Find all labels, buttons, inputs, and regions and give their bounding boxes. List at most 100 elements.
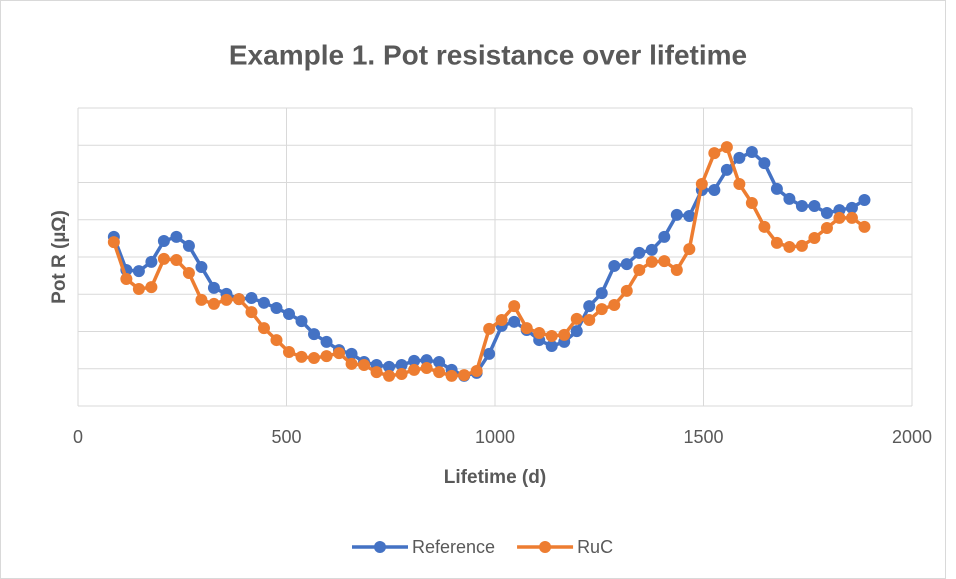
data-point	[770, 182, 783, 195]
data-point	[170, 253, 183, 266]
data-point	[383, 360, 396, 373]
data-point	[770, 236, 783, 249]
data-point	[195, 261, 208, 274]
data-point	[583, 300, 596, 313]
data-point	[320, 335, 333, 348]
data-point	[620, 258, 633, 271]
data-point	[508, 315, 521, 328]
data-point	[545, 340, 558, 353]
data-point	[733, 177, 746, 190]
data-point	[232, 293, 245, 306]
data-point	[795, 239, 808, 252]
data-point	[670, 208, 683, 221]
data-point	[132, 283, 145, 296]
data-point	[295, 350, 308, 363]
data-point	[570, 325, 583, 338]
data-point	[520, 322, 533, 335]
data-point	[257, 296, 270, 309]
data-point	[408, 354, 421, 367]
data-point	[157, 234, 170, 247]
data-point	[207, 281, 220, 294]
data-point	[658, 255, 671, 268]
x-tick-label: 1500	[683, 427, 723, 447]
data-point	[270, 334, 283, 347]
data-point	[483, 322, 496, 335]
data-point	[308, 328, 321, 341]
data-point	[758, 220, 771, 233]
data-point	[808, 232, 821, 245]
data-point	[720, 141, 733, 154]
data-point	[420, 362, 433, 375]
legend-label: RuC	[577, 537, 613, 557]
data-point	[107, 236, 120, 249]
data-point	[608, 259, 621, 272]
data-point	[683, 210, 696, 223]
x-tick-label: 0	[73, 427, 83, 447]
data-point	[145, 255, 158, 268]
data-point	[658, 230, 671, 243]
data-point	[633, 246, 646, 259]
data-point	[508, 300, 521, 313]
x-tick-label: 2000	[892, 427, 932, 447]
data-point	[395, 367, 408, 380]
data-point	[558, 328, 571, 341]
data-point	[345, 357, 358, 370]
data-point	[283, 345, 296, 358]
data-point	[708, 147, 721, 160]
data-point	[308, 351, 321, 364]
data-point	[845, 211, 858, 224]
data-point	[333, 347, 346, 360]
data-point	[745, 145, 758, 158]
data-point	[358, 359, 371, 372]
data-point	[383, 369, 396, 382]
data-point	[270, 302, 283, 315]
legend-marker	[539, 541, 552, 553]
data-point	[245, 291, 258, 304]
data-point	[295, 315, 308, 328]
data-point	[170, 230, 183, 243]
data-point	[182, 239, 195, 252]
data-point	[433, 356, 446, 369]
data-point	[783, 240, 796, 253]
data-point	[683, 243, 696, 256]
data-point	[858, 220, 871, 233]
data-point	[570, 312, 583, 325]
data-point	[595, 287, 608, 300]
data-point	[157, 252, 170, 265]
data-point	[720, 163, 733, 176]
data-point	[645, 255, 658, 268]
data-point	[820, 207, 833, 220]
x-tick-label: 1000	[475, 427, 515, 447]
data-point	[120, 272, 133, 285]
data-point	[783, 192, 796, 205]
data-point	[833, 211, 846, 224]
data-point	[583, 313, 596, 326]
data-point	[132, 265, 145, 278]
y-axis-label: Pot R (µΩ)	[49, 210, 70, 304]
legend-label: Reference	[412, 537, 495, 557]
data-point	[470, 364, 483, 377]
data-point	[345, 347, 358, 360]
data-point	[145, 281, 158, 294]
legend-marker	[374, 541, 386, 553]
data-point	[207, 297, 220, 310]
data-point	[595, 303, 608, 316]
data-point	[195, 293, 208, 306]
data-point	[370, 366, 383, 379]
data-point	[408, 363, 421, 376]
chart-title: Example 1. Pot resistance over lifetime	[229, 39, 747, 70]
x-axis-label: Lifetime (d)	[444, 467, 546, 488]
data-point	[220, 293, 233, 306]
data-point	[708, 183, 721, 196]
data-point	[645, 243, 658, 256]
data-point	[758, 157, 771, 170]
data-point	[858, 194, 871, 207]
data-point	[695, 177, 708, 190]
data-point	[320, 350, 333, 363]
data-point	[533, 326, 546, 339]
data-point	[820, 221, 833, 234]
data-point	[608, 299, 621, 312]
data-point	[808, 199, 821, 212]
data-point	[545, 329, 558, 342]
